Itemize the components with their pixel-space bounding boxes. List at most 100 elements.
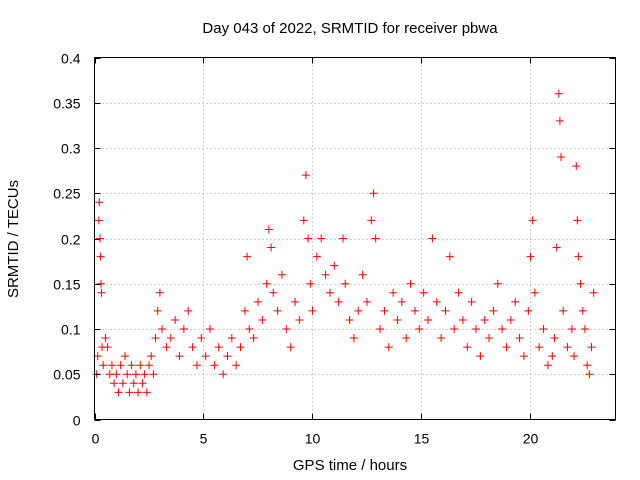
data-point: [219, 370, 228, 379]
data-point: [384, 343, 393, 352]
data-point: [519, 352, 528, 361]
data-point: [330, 261, 339, 270]
data-point: [214, 343, 223, 352]
data-point: [573, 216, 582, 225]
data-point: [123, 370, 132, 379]
data-point: [550, 334, 559, 343]
data-point: [576, 279, 585, 288]
y-tick-label: 0.4: [61, 51, 81, 67]
data-point: [206, 325, 215, 333]
data-point: [548, 352, 557, 361]
data-point: [116, 361, 125, 370]
data-point: [345, 315, 354, 324]
data-point: [526, 252, 535, 261]
data-point: [410, 306, 419, 315]
data-point: [454, 288, 463, 297]
data-point: [567, 325, 576, 333]
data-point: [325, 288, 334, 297]
grid-lines: [94, 57, 616, 420]
data-point: [563, 343, 572, 352]
data-point: [406, 279, 415, 288]
data-point: [277, 270, 286, 279]
data-point: [583, 361, 592, 370]
data-point: [445, 252, 454, 261]
data-point: [267, 243, 276, 252]
data-point: [358, 270, 367, 279]
data-point: [339, 234, 348, 243]
data-point: [585, 370, 594, 379]
data-point: [528, 216, 537, 225]
data-point: [301, 171, 310, 180]
data-point: [184, 306, 193, 315]
data-point: [354, 306, 363, 315]
data-point: [149, 370, 158, 379]
data-point: [197, 334, 206, 343]
data-point: [424, 315, 433, 324]
data-point: [557, 153, 566, 162]
data-point: [389, 288, 398, 297]
data-point: [253, 297, 262, 306]
data-point: [555, 116, 564, 125]
data-point: [317, 234, 326, 243]
y-tick-label: 0.25: [53, 186, 80, 202]
data-point: [397, 297, 406, 306]
x-tick-label: 0: [92, 431, 100, 447]
data-point: [153, 306, 162, 315]
data-point: [306, 279, 315, 288]
data-point: [369, 189, 378, 198]
chart-title: Day 043 of 2022, SRMTID for receiver pbw…: [202, 20, 498, 37]
data-point: [463, 343, 472, 352]
y-tick-labels: 0 0.05 0.1 0.15 0.2 0.25 0.3 0.35 0.4: [53, 51, 80, 429]
x-tick-label: 20: [523, 431, 539, 447]
data-point: [273, 306, 282, 315]
data-point: [341, 279, 350, 288]
data-point: [367, 216, 376, 225]
data-point: [572, 162, 581, 171]
plot-frame: [94, 57, 616, 420]
data-point: [362, 297, 371, 306]
x-tick-label: 15: [414, 431, 430, 447]
data-point: [129, 379, 138, 388]
data-point: [110, 379, 119, 388]
data-point: [580, 325, 589, 333]
data-point: [543, 361, 552, 370]
x-tick-labels: 0 5 10 15 20: [92, 431, 539, 447]
data-point: [428, 234, 437, 243]
data-point: [506, 315, 515, 324]
data-point: [227, 334, 236, 343]
data-point: [114, 388, 123, 397]
data-point: [502, 343, 511, 352]
data-point: [179, 325, 188, 333]
data-point: [554, 89, 563, 98]
data-point: [498, 325, 507, 333]
data-point: [192, 361, 201, 370]
data-point: [441, 306, 450, 315]
data-point: [450, 325, 459, 333]
data-point: [587, 343, 596, 352]
data-point: [127, 361, 136, 370]
data-point: [393, 315, 402, 324]
data-point: [467, 297, 476, 306]
data-point: [142, 388, 151, 397]
data-point: [249, 334, 258, 343]
data-point: [136, 361, 145, 370]
data-point: [171, 315, 180, 324]
data-point: [493, 279, 502, 288]
data-point: [299, 216, 308, 225]
data-point: [415, 325, 424, 333]
y-tick-label: 0.1: [61, 322, 81, 338]
data-point: [112, 370, 121, 379]
data-point: [240, 306, 249, 315]
data-point: [262, 279, 271, 288]
data-point: [269, 288, 278, 297]
data-point: [432, 297, 441, 306]
data-point: [308, 306, 317, 315]
x-axis-label: GPS time / hours: [293, 457, 407, 474]
data-point: [480, 315, 489, 324]
y-tick-label: 0.35: [53, 96, 80, 112]
data-point: [147, 352, 156, 361]
data-point: [151, 334, 160, 343]
data-point: [511, 297, 520, 306]
data-point: [134, 388, 143, 397]
data-point: [131, 370, 140, 379]
